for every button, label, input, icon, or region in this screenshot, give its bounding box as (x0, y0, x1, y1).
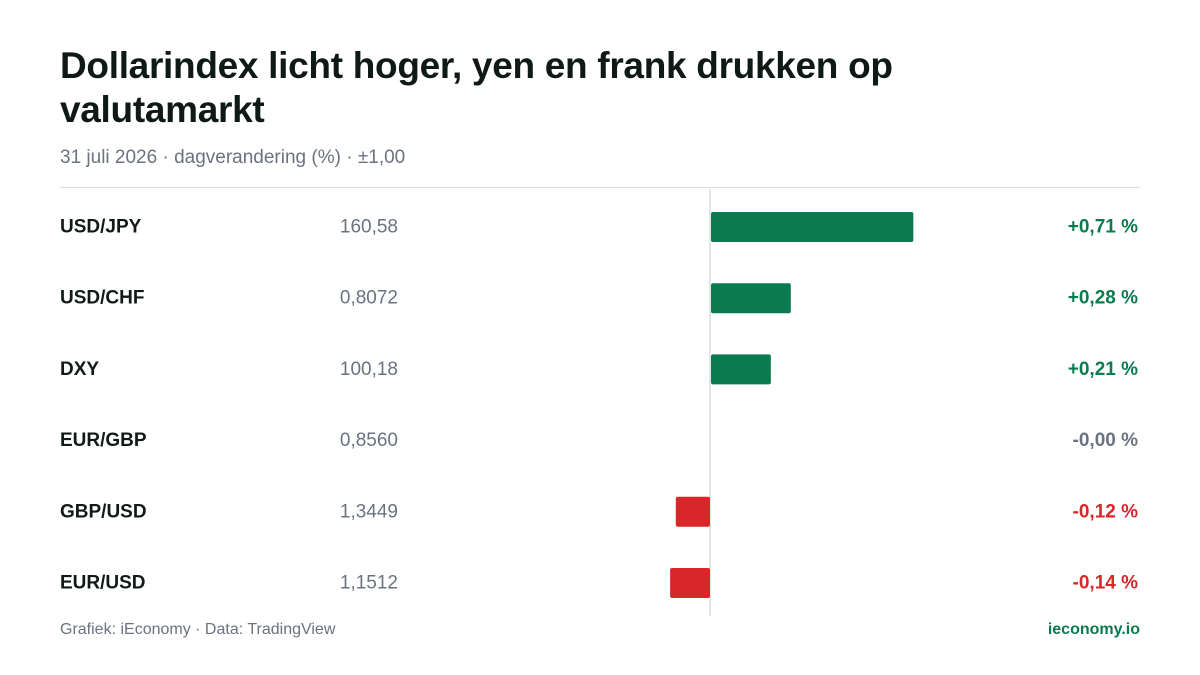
price-label: 1,1512 (340, 573, 398, 594)
pair-label: EUR/GBP (60, 430, 147, 451)
price-label: 160,58 (340, 217, 398, 238)
bar-dxy (711, 354, 771, 385)
pair-label: USD/JPY (60, 217, 142, 238)
bar-gbp-usd (675, 496, 710, 527)
price-label: 100,18 (340, 359, 398, 380)
footer-brand[interactable]: ieconomy.io (1047, 621, 1140, 638)
change-label: +0,71 % (1068, 217, 1138, 238)
pair-label: DXY (60, 359, 99, 380)
bar-eur-usd (670, 568, 710, 598)
bar-usd-chf (711, 283, 791, 314)
footer-source: Grafiek: iEconomy · Data: TradingView (60, 621, 336, 638)
change-label: -0,14 % (1073, 573, 1139, 594)
bar-usd-jpy (711, 212, 914, 242)
pair-label: GBP/USD (60, 501, 147, 522)
price-label: 0,8560 (340, 430, 398, 451)
price-label: 1,3449 (340, 501, 398, 522)
change-label: +0,21 % (1068, 359, 1138, 380)
pair-label: EUR/USD (60, 573, 146, 594)
header-divider (60, 187, 1140, 188)
change-label: +0,28 % (1068, 288, 1138, 309)
change-label: -0,00 % (1073, 430, 1139, 451)
price-label: 0,8072 (340, 288, 398, 309)
pair-label: USD/CHF (60, 288, 144, 309)
chart-title: Dollarindex licht hoger, yen en frank dr… (60, 45, 893, 130)
chart-subtitle: 31 juli 2026 · dagverandering (%) · ±1,0… (60, 147, 406, 168)
change-label: -0,12 % (1073, 501, 1139, 522)
